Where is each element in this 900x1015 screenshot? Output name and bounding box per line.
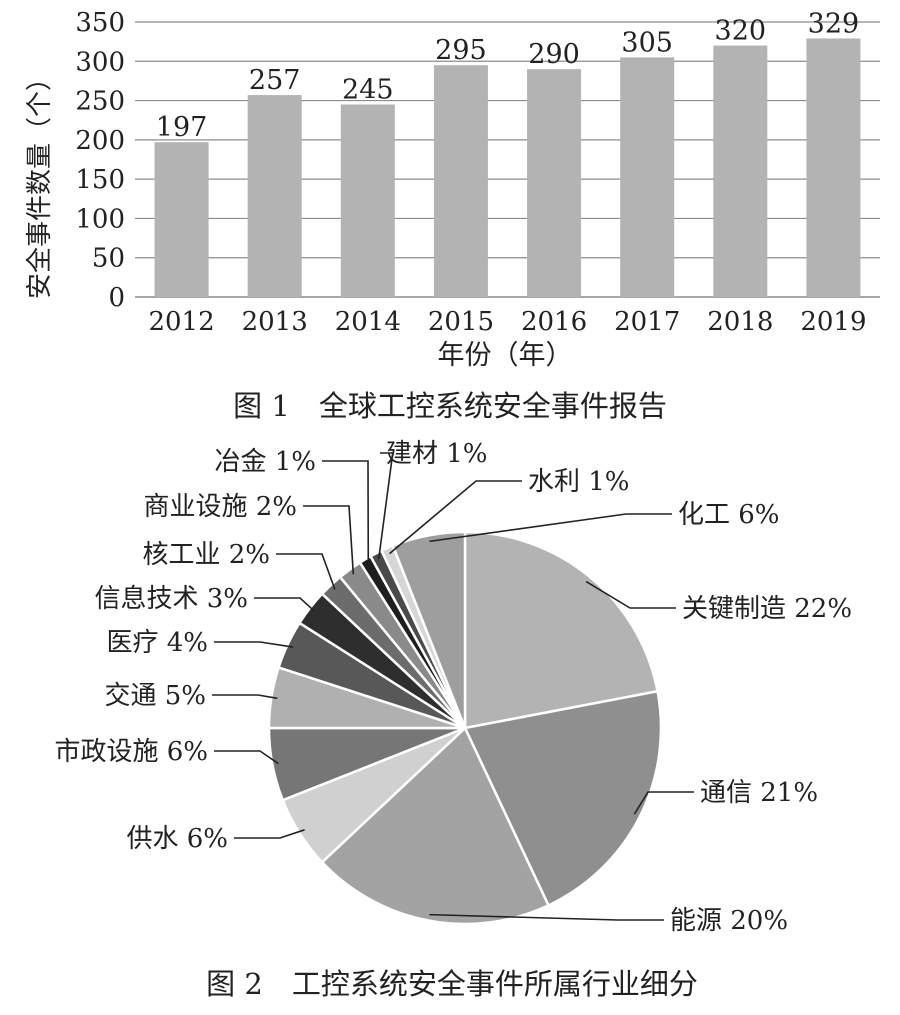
bar-y-tick-label: 0: [108, 283, 125, 313]
pie-slice: [463, 530, 659, 730]
pie-slice-label: 商业设施 2%: [143, 492, 297, 522]
bar-data-label: 295: [435, 35, 487, 66]
pie-slice-label: 关键制造 22%: [682, 594, 852, 624]
bar-x-tick-label: 2017: [614, 307, 680, 337]
pie-slice-label: 供水 6%: [126, 824, 228, 854]
pie-slice-label: 信息技术 3%: [94, 584, 248, 614]
bar-x-tick-label: 2014: [335, 307, 401, 337]
pie-slice-label: 冶金 1%: [214, 447, 316, 477]
bar: [340, 104, 395, 297]
pie-leader-line: [633, 791, 694, 815]
pie-slice-label: 医疗 4%: [106, 628, 208, 658]
bar: [247, 95, 302, 297]
pie-leader-line: [214, 750, 279, 765]
bar-x-tick-label: 2015: [428, 307, 494, 337]
pie-leader-lines: [212, 452, 694, 921]
bar: [154, 142, 209, 297]
pie-leader-line: [429, 513, 672, 543]
bar-y-tick-label: 200: [75, 126, 125, 156]
pie-slice-label: 建材 1%: [386, 439, 488, 469]
bar-x-tick-label: 2016: [521, 307, 587, 337]
bar-x-tick-label: 2019: [800, 307, 866, 337]
pie-leader-line: [234, 829, 305, 839]
bar-y-axis-label: 安全事件数量（个）: [25, 65, 55, 299]
pie-leader-line: [276, 553, 336, 590]
bar: [713, 45, 768, 298]
bar: [527, 69, 582, 298]
bar-data-label: 320: [715, 16, 767, 47]
bar-y-tick-labels: 0 50 100 150 200 250 300 350: [75, 8, 125, 313]
bar-data-label: 245: [342, 75, 394, 106]
bar-series: [154, 38, 861, 298]
pie-slice-label: 通信 21%: [700, 778, 818, 808]
pie-slice-label: 核工业 2%: [142, 540, 270, 570]
pie-leader-line: [429, 913, 664, 921]
bar-gridlines: [135, 21, 880, 298]
bar-chart-caption: 图 1 全球工控系统安全事件报告: [233, 389, 667, 423]
pie-leader-line: [389, 480, 522, 555]
bar-x-tick-labels: 2012 2013 2014 2015 2016 2017 2018 2019: [148, 307, 866, 337]
bar-data-label: 197: [156, 112, 208, 143]
bar-data-label: 257: [249, 65, 301, 96]
pie-chart-caption: 图 2 工控系统安全事件所属行业细分: [206, 967, 698, 1001]
pie-leader-line: [212, 694, 278, 700]
bar-y-tick-label: 100: [75, 204, 125, 234]
pie-slice-label: 化工 6%: [678, 500, 780, 530]
pie-slice-label: 水利 1%: [528, 467, 630, 497]
pie-slice-label: 市政设施 6%: [54, 737, 208, 767]
bar-chart: 0 50 100 150 200 250 300 350 197 257 245 295 290 305…: [25, 8, 880, 423]
bar-data-labels: 197 257 245 295 290 305 320 329: [156, 9, 859, 144]
bar: [806, 38, 861, 297]
pie-leader-line: [254, 597, 316, 613]
bar-x-tick-label: 2018: [707, 307, 773, 337]
bar-data-label: 329: [808, 9, 860, 40]
bar-data-label: 305: [621, 27, 673, 58]
bar-y-tick-label: 150: [75, 165, 125, 195]
pie-slice-labels: 关键制造 22% 通信 21% 能源 20% 供水 6% 市政设施 6% 交通 5% 医疗 …: [54, 439, 852, 936]
bar-y-tick-label: 350: [75, 8, 125, 38]
bar-x-axis-label: 年份（年）: [438, 340, 573, 371]
pie-leader-line: [322, 460, 370, 565]
bar: [620, 57, 675, 297]
pie-slice: [320, 725, 551, 926]
pie-chart: 关键制造 22% 通信 21% 能源 20% 供水 6% 市政设施 6% 交通 5% 医疗 …: [54, 439, 852, 1001]
bar-y-tick-label: 250: [75, 87, 125, 117]
bar-x-tick-label: 2012: [148, 307, 214, 337]
pie-leader-line: [214, 641, 294, 648]
pie-slice: [391, 530, 467, 729]
bar-y-tick-label: 50: [92, 244, 125, 274]
bar-y-tick-label: 300: [75, 47, 125, 77]
pie-leader-line: [303, 505, 355, 575]
bar: [433, 65, 488, 297]
bar-x-tick-label: 2013: [242, 307, 308, 337]
pie-slice-label: 能源 20%: [670, 906, 788, 936]
pie-slice-label: 交通 5%: [104, 681, 206, 711]
pie-leader-line: [585, 580, 676, 609]
pie-slices: [267, 530, 663, 926]
pie-slice: [463, 689, 663, 908]
bar-data-label: 290: [528, 39, 580, 70]
pie-leader-line: [377, 452, 394, 559]
